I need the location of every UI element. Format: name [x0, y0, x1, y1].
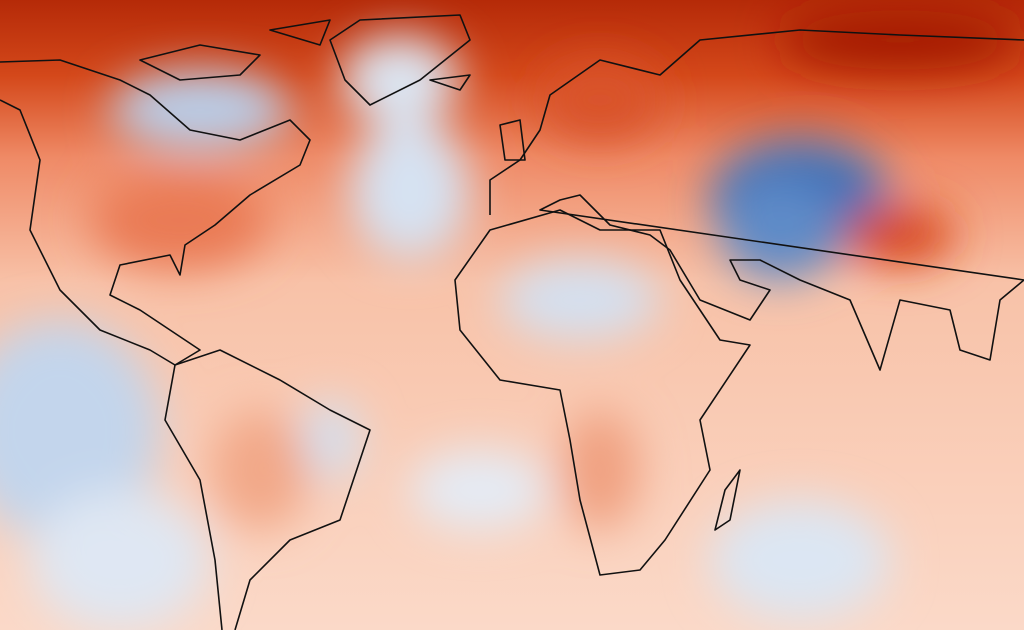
eurasia [489, 29, 1024, 371]
arctic-islands [139, 19, 471, 91]
madagascar [714, 469, 741, 531]
coastlines [0, 14, 1024, 630]
africa [454, 209, 751, 576]
anomaly-field [0, 10, 1020, 630]
greenland [329, 14, 471, 106]
north-america [0, 59, 311, 366]
britain [499, 119, 526, 161]
south-america [164, 349, 371, 630]
